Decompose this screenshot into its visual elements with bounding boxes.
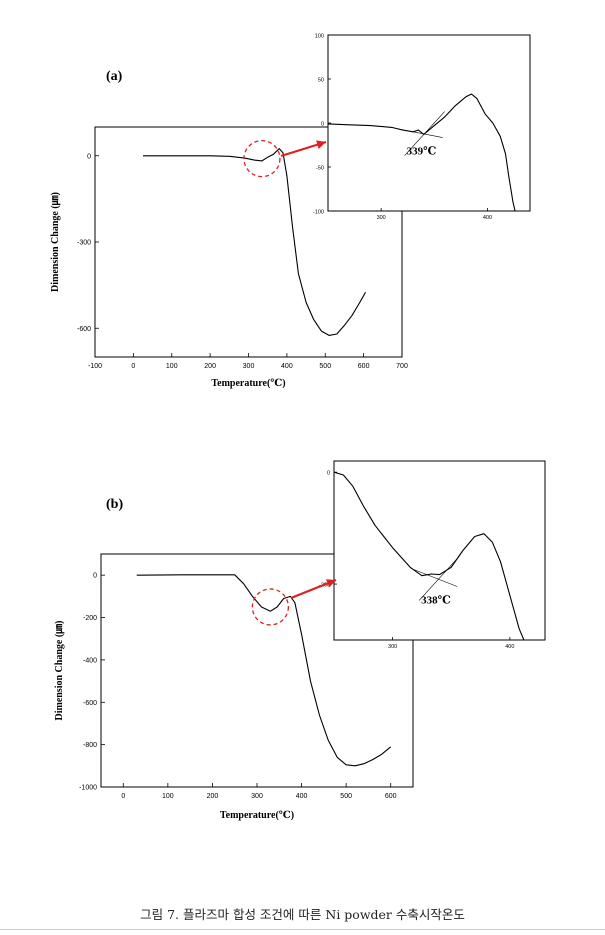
a-main-panel: -100 0 100 200 300 400 500 600 700 0 -300 -600 Tempe… [50,126,408,389]
b-inset-baseline-tangent [411,568,458,587]
a-main-xtick-label: 0 [131,363,135,370]
a-main-series-line [143,148,366,336]
b-main-panel: 0 100 200 300 400 500 600 0 -200 -400 -600 -800 -100… [54,553,414,821]
a-inset-series-line [328,93,516,211]
b-main-ytick-label: 0 [93,573,97,580]
b-main-ytick-label: -200 [83,615,97,622]
b-main-panel-label: (b) [106,497,123,512]
a-inset-xtick-label: 400 [483,215,492,221]
a-main-panel-label: (a) [106,69,123,84]
b-main-ytick-label: -800 [83,742,97,749]
figure-caption: 그림 7. 플라즈마 합성 조건에 따른 Ni powder 수축시작온도 [140,907,465,922]
a-inset-xtick-label: 300 [377,215,386,221]
a-main-xtick-label: 200 [204,363,216,370]
a-main-xtick-label: 500 [319,363,331,370]
a-main-xtick-label: 100 [166,363,178,370]
b-inset-ytick-label: 0 [327,471,330,477]
a-main-xtick-label: 300 [243,363,255,370]
b-main-zoom-arrow [290,578,337,600]
a-inset-inset-background [328,35,530,211]
a-inset-ytick-label: 100 [315,34,324,40]
bottom-divider [0,929,605,930]
b-main-xtick-label: 500 [340,793,352,800]
a-inset-ytick-label: 0 [321,122,324,128]
a-main-x-axis-title: Temperature(℃) [211,378,285,389]
a-main-zoom-arrow [280,140,327,158]
a-main-xtick-label: 600 [358,363,370,370]
a-main-highlight-circle [243,139,281,178]
a-inset-baseline-tangent [396,128,443,138]
b-main-xtick-label: 200 [207,793,219,800]
b-main-xtick-label: 600 [385,793,397,800]
a-main-xtick-label: 700 [396,363,408,370]
a-main-ytick-label: -300 [77,240,91,247]
b-main-highlight-circle [251,588,290,626]
b-main-series-line [136,574,392,767]
a-inset-ytick-label: 50 [318,78,324,84]
b-main-x-axis-title: Temperature(℃) [220,810,294,821]
a-main-xtick-label: -100 [88,363,102,370]
a-main-xtick-label: 400 [281,363,293,370]
b-inset-xtick-label: 400 [505,644,514,650]
a-inset-ytick-label: -50 [316,166,324,172]
a-main-ytick-label: -600 [77,326,91,333]
b-inset-xtick-label: 300 [388,644,397,650]
figure: -100 0 100 200 300 400 500 600 7000-300-600Tempe… [50,34,546,821]
b-main-xtick-label: 400 [296,793,308,800]
b-inset-inset-background [334,461,545,640]
b-main-ytick-label: -400 [83,657,97,664]
b-main-y-axis-title: Dimension Change (㎛) [54,620,65,720]
arrow-head [326,579,336,588]
a-inset-onset-label: 339℃ [407,146,437,158]
b-main-xtick-label: 100 [162,793,174,800]
b-main-ytick-label: -600 [83,700,97,707]
a-main-ytick-label: 0 [87,153,91,160]
b-inset-slope-tangent [418,556,460,601]
b-main-xtick-label: 300 [251,793,263,800]
a-inset-slope-tangent [404,111,445,156]
a-main-y-axis-title: Dimension Change (㎛) [50,192,61,292]
a-inset-ytick-label: -100 [313,210,324,216]
b-inset-onset-label: 338℃ [421,594,451,606]
b-main-xtick-label: 0 [121,793,125,800]
b-inset-plot-frame [333,460,546,641]
arrow-head [316,140,326,149]
a-inset-panel: 300 400 100 50 0 -50 -100 339℃ [313,34,531,221]
b-inset-series-line [334,471,525,640]
b-main-ytick-label: -1000 [79,785,97,792]
